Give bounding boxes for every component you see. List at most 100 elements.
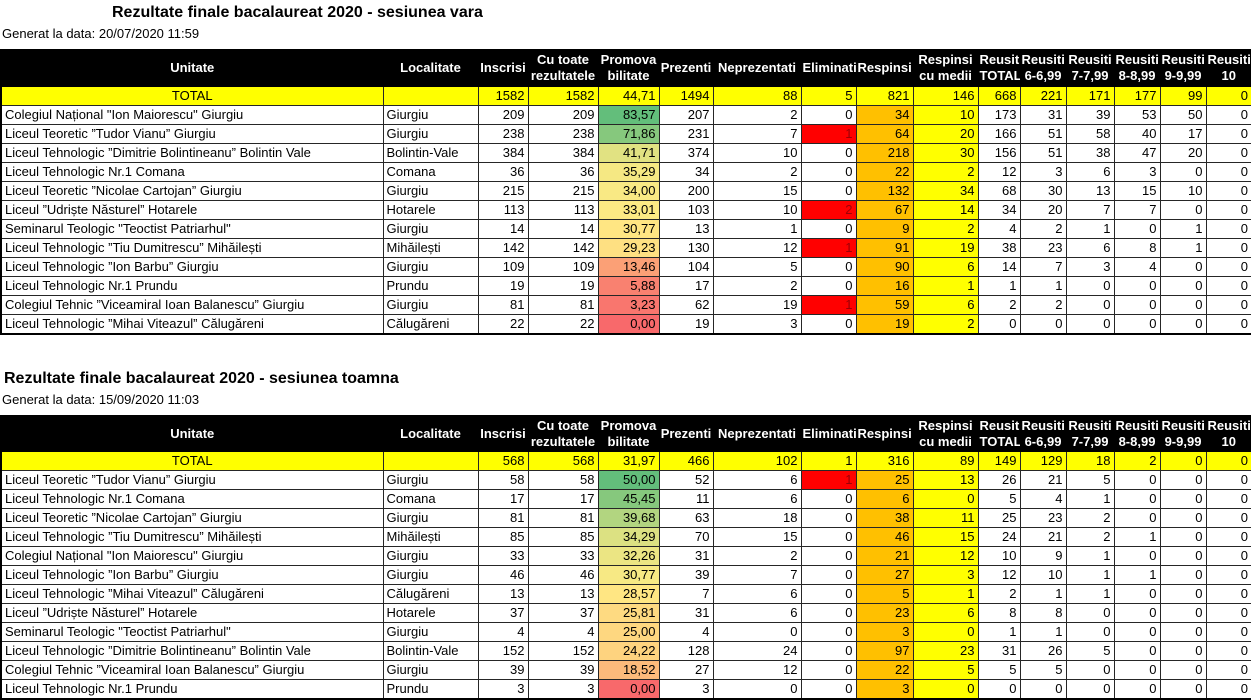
cell-r7: 2 [1065,527,1115,547]
cell-r7: 13 [1065,180,1115,201]
cell-inscrisi: 46 [477,565,529,585]
cell-r10: 0 [1205,104,1251,125]
cell-r7: 6 [1065,237,1115,258]
cell-prezenti: 4 [658,622,714,642]
cell-unitate: Liceul Teoretic ”Tudor Vianu” Giurgiu [0,123,384,144]
column-header-resp_medii: Respinsi cu medii [912,415,979,452]
cell-unitate: Colegiul Tehnic ”Viceamiral Ioan Balanes… [0,660,384,680]
cell-prezenti: 31 [658,546,714,566]
cell-r_total: 156 [977,142,1021,163]
cell-cu_toate: 109 [527,256,599,277]
cell-inscrisi: 109 [477,256,529,277]
cell-r6: 129 [1019,451,1067,471]
total-row: TOTAL 1582 1582 44,71 1494 88 5 821 146 668 221 171… [0,85,1251,106]
cell-neprez: 2 [712,161,802,182]
cell-r6: 1 [1019,622,1067,642]
cell-inscrisi: 37 [477,603,529,623]
cell-r10: 0 [1205,142,1251,163]
cell-r7: 5 [1065,470,1115,490]
cell-r_total: 2 [977,584,1021,604]
cell-neprez: 10 [712,199,802,220]
school-row: Liceul Tehnologic ”Ion Barbu” Giurgiu Giu… [0,565,1251,585]
cell-neprez: 15 [712,180,802,201]
cell-cu_toate: 58 [527,470,599,490]
cell-r6: 20 [1019,199,1067,220]
cell-resp_medii: 0 [912,489,979,509]
column-header-r10: Reusiti 10 [1205,49,1251,87]
cell-elim: 0 [800,584,857,604]
cell-r8: 8 [1113,237,1161,258]
cell-prezenti: 39 [658,565,714,585]
cell-r10: 0 [1205,489,1251,509]
cell-r_total: 0 [977,679,1021,700]
cell-r9: 0 [1159,199,1207,220]
cell-r7: 0 [1065,275,1115,296]
cell-r10: 0 [1205,451,1251,471]
cell-resp_medii: 146 [912,85,979,106]
cell-r8: 0 [1113,470,1161,490]
column-header-promo: Promova bilitate [597,415,660,452]
cell-r8: 4 [1113,256,1161,277]
cell-r8: 0 [1113,584,1161,604]
school-row: Liceul Tehnologic ”Mihai Viteazul” Călug… [0,584,1251,604]
cell-elim: 0 [800,489,857,509]
column-header-r_total: Reusiti TOTAL [977,49,1021,87]
cell-localitate: Giurgiu [382,123,479,144]
column-header-r9: Reusiti 9-9,99 [1159,49,1207,87]
cell-r10: 0 [1205,123,1251,144]
report-section-vara: Rezultate finale bacalaureat 2020 - sesi… [0,0,1251,335]
cell-elim: 5 [800,85,857,106]
cell-neprez: 2 [712,275,802,296]
cell-r9: 0 [1159,565,1207,585]
cell-unitate: Liceul Tehnologic Nr.1 Prundu [0,275,384,296]
cell-r8: 0 [1113,660,1161,680]
cell-r10: 0 [1205,470,1251,490]
cell-localitate: Giurgiu [382,470,479,490]
total-row: TOTAL 568 568 31,97 466 102 1 316 89 149 129 18 2 0 0 [0,451,1251,471]
cell-respinsi: 218 [855,142,914,163]
cell-localitate: Giurgiu [382,104,479,125]
cell-promo: 0,00 [597,313,660,334]
cell-r_total: 1 [977,622,1021,642]
cell-prezenti: 27 [658,660,714,680]
column-header-neprez: Neprezentati [712,49,802,87]
cell-prezenti: 70 [658,527,714,547]
cell-elim: 0 [800,256,857,277]
cell-promo: 0,00 [597,679,660,700]
cell-cu_toate: 113 [527,199,599,220]
cell-r7: 1 [1065,489,1115,509]
cell-localitate: Giurgiu [382,218,479,239]
cell-cu_toate: 19 [527,275,599,296]
cell-resp_medii: 13 [912,470,979,490]
cell-resp_medii: 2 [912,313,979,334]
column-header-unitate: Unitate [0,415,384,452]
cell-r7: 1 [1065,565,1115,585]
cell-cu_toate: 568 [527,451,599,471]
cell-r8: 0 [1113,313,1161,334]
cell-promo: 29,23 [597,237,660,258]
cell-neprez: 88 [712,85,802,106]
cell-unitate: Seminarul Teologic "Teoctist Patriarhul" [0,218,384,239]
school-row: Seminarul Teologic "Teoctist Patriarhul"… [0,218,1251,239]
cell-promo: 33,01 [597,199,660,220]
cell-r6: 221 [1019,85,1067,106]
cell-r10: 0 [1205,546,1251,566]
cell-resp_medii: 15 [912,527,979,547]
cell-r9: 0 [1159,584,1207,604]
cell-resp_medii: 1 [912,275,979,296]
cell-neprez: 12 [712,237,802,258]
cell-r8: 0 [1113,275,1161,296]
column-header-resp_medii: Respinsi cu medii [912,49,979,87]
cell-promo: 31,97 [597,451,660,471]
cell-cu_toate: 13 [527,584,599,604]
cell-prezenti: 231 [658,123,714,144]
cell-promo: 50,00 [597,470,660,490]
cell-inscrisi: 19 [477,275,529,296]
cell-prezenti: 7 [658,584,714,604]
cell-unitate: Colegiul Național "Ion Maiorescu" Giurgi… [0,104,384,125]
cell-r_total: 8 [977,603,1021,623]
school-row: Liceul Teoretic ”Tudor Vianu” Giurgiu Giu… [0,470,1251,490]
cell-prezenti: 104 [658,256,714,277]
cell-r8: 0 [1113,546,1161,566]
cell-r6: 8 [1019,603,1067,623]
